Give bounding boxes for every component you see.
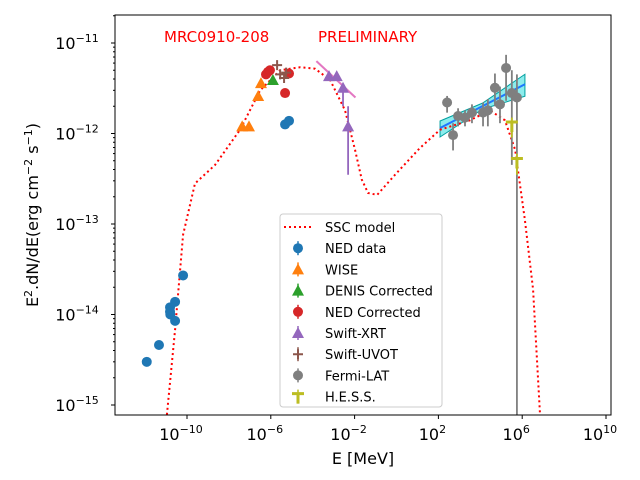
data-point xyxy=(293,349,303,360)
data-point xyxy=(170,296,181,307)
data-point xyxy=(170,315,181,326)
x-tick-label: 10−10 xyxy=(159,423,203,444)
data-point xyxy=(292,392,304,404)
marker-stroke xyxy=(510,157,523,169)
ssc-model-line xyxy=(165,66,542,415)
y-tick-label: 10−13 xyxy=(55,213,99,234)
data-point xyxy=(279,73,290,84)
annotation-source: MRC0910-208 xyxy=(164,28,269,46)
y-axis-label: E2.dN/dE(erg cm−2 s−1) xyxy=(22,123,42,307)
data-point xyxy=(342,120,355,132)
x-axis-label: E [MeV] xyxy=(332,449,394,468)
data-point xyxy=(292,263,304,275)
x-tick-label: 10−6 xyxy=(247,423,284,444)
legend-label: Swift-XRT xyxy=(325,327,386,342)
legend-label: Swift-UVOT xyxy=(325,348,398,363)
legend-label: H.E.S.S. xyxy=(325,391,376,406)
legend-label: WISE xyxy=(325,263,358,278)
legend: SSC model NED data WISE DENIS Corrected NED … xyxy=(279,213,443,408)
data-point xyxy=(264,65,275,76)
x-tick-label: 1010 xyxy=(583,423,617,444)
data-point xyxy=(153,340,164,351)
data-point xyxy=(510,157,523,169)
y-tick-label: 10−15 xyxy=(55,394,99,415)
data-point xyxy=(242,120,255,132)
annotation-preliminary: PRELIMINARY xyxy=(318,28,418,46)
legend-label: Fermi-LAT xyxy=(325,369,389,384)
legend-box xyxy=(279,213,443,408)
data-point xyxy=(272,60,283,71)
data-point xyxy=(284,115,295,126)
data-point xyxy=(337,81,350,93)
data-point xyxy=(330,70,343,82)
data-point xyxy=(293,370,303,381)
data-point xyxy=(178,270,189,281)
data-point xyxy=(292,327,304,338)
data-point xyxy=(459,112,470,123)
data-point xyxy=(323,70,336,82)
data-point xyxy=(442,97,453,108)
data-point xyxy=(505,120,518,133)
data-point xyxy=(281,67,292,78)
data-point xyxy=(280,88,291,99)
marker-stroke xyxy=(292,392,304,404)
data-point xyxy=(501,62,512,73)
axes-frame xyxy=(114,14,612,416)
x-tick-label: 106 xyxy=(503,423,530,444)
y-tick-label: 10−11 xyxy=(55,32,99,53)
data-point xyxy=(511,92,522,103)
legend-label: NED Corrected xyxy=(325,306,421,321)
x-tick-label: 10−2 xyxy=(330,423,367,444)
data-point xyxy=(254,77,267,89)
y-tick-label: 10−12 xyxy=(55,123,99,144)
data-point xyxy=(466,107,477,118)
data-point xyxy=(482,105,493,116)
data-point xyxy=(448,130,459,141)
legend-label: SSC model xyxy=(325,221,395,236)
series-layer xyxy=(141,54,542,415)
data-point xyxy=(141,356,152,367)
data-point xyxy=(494,99,505,110)
legend-label: DENIS Corrected xyxy=(325,285,433,300)
marker-stroke xyxy=(505,120,518,133)
legend-label: NED data xyxy=(325,242,386,257)
data-point xyxy=(252,89,265,101)
data-point xyxy=(266,74,279,86)
data-point xyxy=(293,306,303,317)
data-point xyxy=(489,82,500,93)
data-point xyxy=(293,243,303,254)
data-point xyxy=(292,284,304,296)
y-tick-label: 10−14 xyxy=(55,304,99,325)
x-tick-label: 102 xyxy=(419,423,446,444)
